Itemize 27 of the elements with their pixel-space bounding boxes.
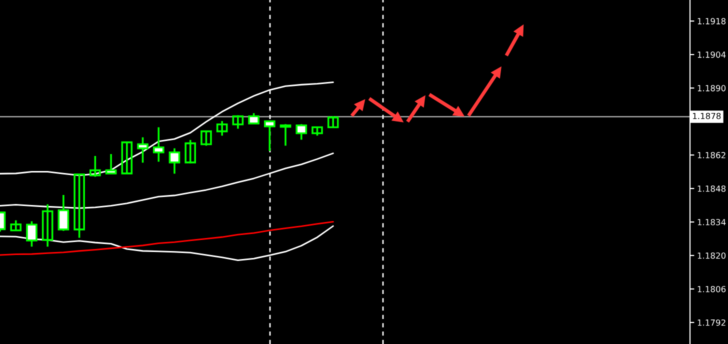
candlestick: [200, 130, 212, 147]
candlestick: [232, 114, 244, 130]
y-tick-label: 1.1904: [698, 52, 726, 58]
candlestick: [216, 120, 228, 137]
candlestick: [42, 203, 54, 248]
candlestick: [90, 155, 101, 178]
candlestick: [152, 126, 164, 163]
candlestick: [327, 115, 339, 128]
y-tick-label: 1.1862: [698, 152, 726, 158]
candlestick: [137, 136, 148, 164]
candlestick: [184, 139, 196, 164]
candlestick: [296, 123, 308, 141]
candlestick: [121, 141, 133, 174]
y-tick-label: 1.1848: [698, 185, 726, 192]
candlestick: [248, 112, 260, 124]
candlestick: [168, 147, 180, 175]
y-tick-label: 1.1806: [698, 286, 726, 292]
candlestick: [74, 173, 85, 239]
candlestick: [280, 123, 292, 147]
y-tick-label: 1.1792: [698, 319, 726, 326]
ref-line-label: 1.1878: [692, 112, 721, 120]
y-tick-label: 1.1820: [698, 252, 726, 259]
y-tick-label: 1.1834: [698, 218, 726, 226]
candlestick: [10, 219, 22, 232]
line-series: [0, 220, 334, 256]
y-tick-label: 1.1918: [698, 18, 726, 24]
y-tick-label: 1.1890: [698, 85, 726, 92]
